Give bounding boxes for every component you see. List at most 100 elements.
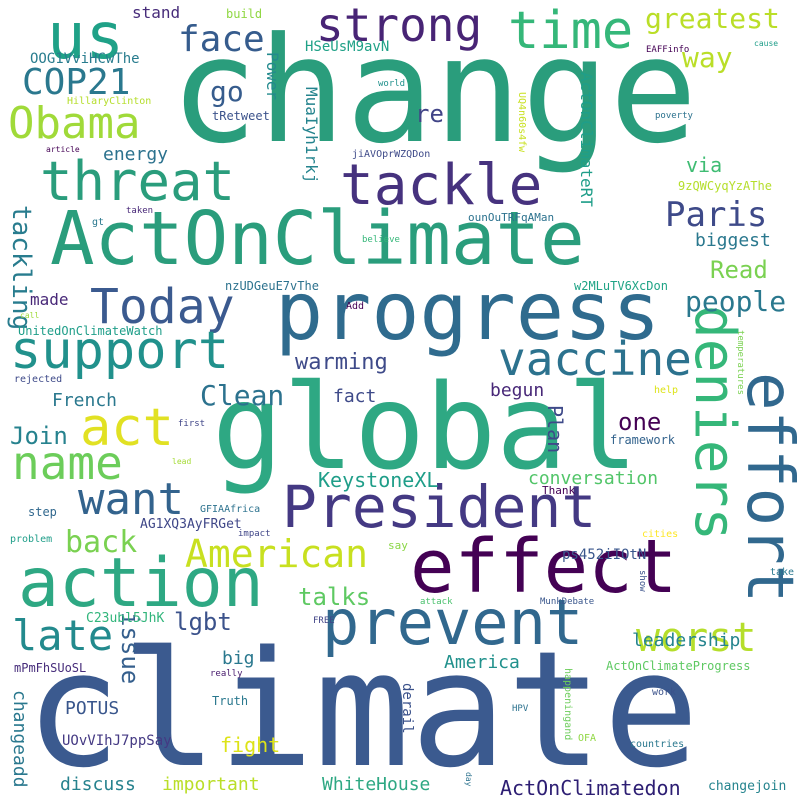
word-actonclimatedon: ActOnClimatedon (500, 776, 681, 800)
word-rejected: rejected (14, 374, 63, 385)
word-happeningand: happeningand (562, 668, 573, 741)
word-biggest: biggest (695, 230, 771, 251)
word-late: late (12, 611, 114, 660)
word-re: re (415, 100, 444, 128)
word-prevent: prevent (322, 586, 584, 659)
word-join: Join (10, 422, 68, 450)
word-important: important (162, 774, 260, 795)
word-fight: fight (220, 733, 281, 757)
word-strong: strong (316, 0, 483, 52)
word-change: change (170, 6, 698, 176)
word-temperatures: temperatures (735, 330, 745, 396)
word-framework: framework (610, 433, 676, 447)
word-progress: progress (275, 265, 661, 358)
word-show: show (637, 570, 647, 592)
word-cop21: COP21 (22, 62, 131, 103)
word-effect: effect (410, 524, 678, 610)
word-attack: attack (420, 597, 453, 607)
word-changejoin: changejoin (708, 779, 787, 794)
word-unitedonclimatewatch: UnitedOnClimateWatch (18, 324, 163, 338)
word-first: first (178, 419, 206, 429)
word-america: America (444, 652, 520, 673)
word-face: face (178, 19, 265, 60)
word-us: us (47, 0, 125, 74)
word-global: global (212, 358, 639, 496)
word-thank: Thank (542, 484, 576, 497)
word-actonclimatert: ActOnClimateRT (577, 72, 596, 207)
word-french: French (52, 390, 118, 411)
word-call: call (20, 311, 40, 320)
word-fact: fact (333, 386, 377, 407)
word-say: say (388, 539, 408, 552)
word-truth: Truth (212, 694, 249, 708)
word-back: back (65, 525, 138, 560)
word-ofa: OFA (578, 733, 597, 744)
word-begun: begun (490, 380, 545, 401)
word-eaffinfo: EAFFinfo (646, 45, 690, 55)
word-build: build (226, 7, 263, 21)
word-want: want (78, 474, 184, 525)
word-actonclimate: ActOnClimate (50, 196, 585, 282)
word-conversation: conversation (528, 468, 659, 489)
word-step: step (28, 505, 57, 519)
word-free: FREE (313, 616, 335, 626)
word-clean: Clean (200, 379, 285, 412)
word-impact: impact (238, 529, 271, 539)
word-ounoutrfqaman: ounOuTRFqAMan (468, 211, 555, 224)
word-help: help (654, 385, 679, 396)
word-cause: cause (754, 39, 779, 48)
word-w2mlutv6xcdon: w2MLuTV6XcDon (574, 279, 668, 293)
word-uovvihj7ppsay: UOvVIhJ7ppSay (62, 733, 172, 749)
word-paris: Paris (665, 195, 768, 235)
word-changeadd: changeadd (9, 690, 30, 788)
word-world: world (378, 79, 406, 89)
word-action: action (18, 544, 264, 623)
word-add: Add (346, 301, 365, 312)
word-american: American (185, 532, 369, 576)
word-deniers: deniers (682, 305, 747, 542)
word-support: support (10, 321, 230, 381)
word-ag1xq3ayfrget: AG1XQ3AyFRGet (140, 517, 242, 532)
word-day: day (464, 772, 473, 787)
word-worst: worst (636, 615, 757, 661)
word-climate: climate (25, 616, 700, 800)
word-problem: problem (10, 534, 53, 545)
word-discuss: discuss (60, 774, 136, 795)
word-gt: gt (92, 217, 105, 228)
word-today: Today (90, 279, 235, 335)
word-keystonexl: KeystoneXL (318, 468, 439, 492)
word-made: made (30, 290, 69, 309)
word-obama: Obama (8, 98, 141, 149)
word-hillaryclinton: HillaryClinton (67, 96, 152, 107)
word-big: big (222, 648, 255, 669)
word-people: people (685, 285, 787, 318)
word-work: work (652, 687, 677, 698)
word-take: take (770, 567, 795, 578)
word-act: act (80, 398, 174, 458)
word-uq4n60s4fw: UQ4n60s4fw (516, 92, 527, 153)
word-stand: stand (132, 3, 181, 22)
word-lead: lead (172, 457, 192, 466)
word-derail: derail (399, 683, 415, 734)
word-nzudgeue7vthe: nzUDGeuE7vThe (225, 279, 319, 293)
word-mpmfhsuosl: mPmFhSUoSL (14, 661, 87, 675)
word-9zqwcyqyzathe: 9zQWCyqYzAThe (678, 179, 772, 193)
word-lgbt: lgbt (174, 608, 232, 636)
word-oog1vvihcwthe: OOG1VviHCwThe (30, 51, 140, 67)
word-name: name (12, 436, 123, 490)
word-whitehouse: WhiteHouse (322, 774, 431, 795)
word-leadership: leadership (632, 630, 741, 651)
word-potus: POTUS (65, 698, 120, 719)
word-energy: energy (103, 144, 169, 165)
word-talks: talks (298, 583, 371, 611)
word-plan: Plan (543, 405, 567, 454)
word-ps452iiotn: ps452iIOtN (562, 547, 647, 563)
word-actonclimateprogress: ActOnClimateProgress (606, 659, 751, 673)
word-gfiaafrica: GFIAAfrica (200, 504, 261, 515)
word-c23ubl5jhk: C23ubl5JhK (86, 611, 165, 626)
word-cities: cities (642, 529, 679, 540)
word-effort: effort (732, 372, 800, 604)
word-hseusm9avn: HSeUsM9avN (305, 39, 390, 55)
word-tretweet: tRetweet (212, 109, 270, 123)
